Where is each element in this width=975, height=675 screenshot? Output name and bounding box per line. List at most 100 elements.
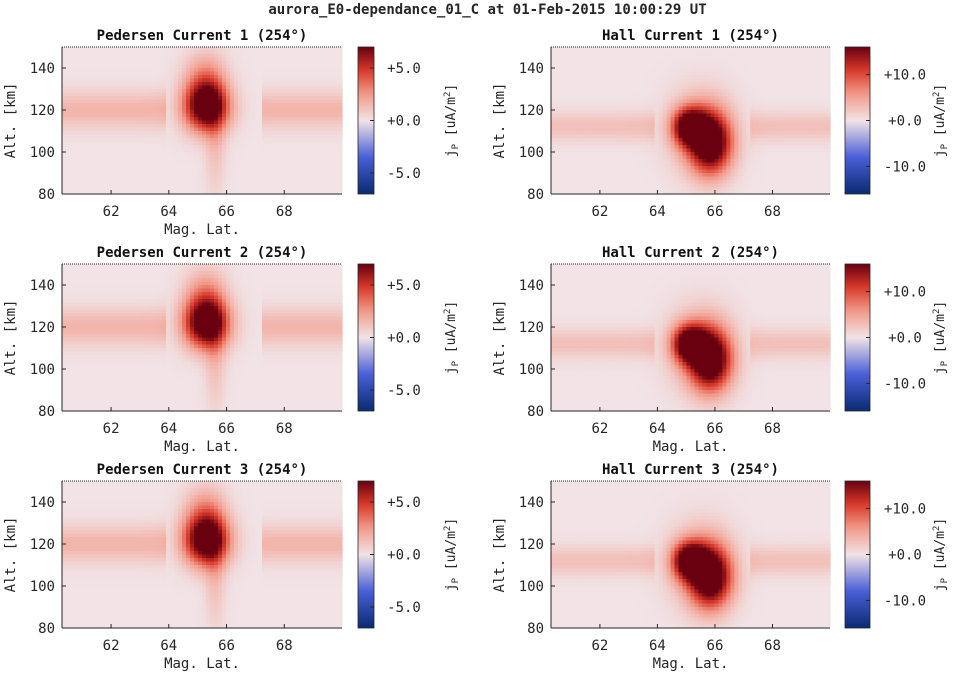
heatmap-cell xyxy=(170,124,175,129)
heatmap-cell xyxy=(290,110,295,115)
heatmap-cell xyxy=(762,96,767,101)
heatmap-cell xyxy=(794,92,799,97)
heatmap-cell xyxy=(122,92,127,97)
heatmap-cell xyxy=(94,148,99,153)
heatmap-cell xyxy=(130,68,135,73)
heatmap-cell xyxy=(66,103,71,108)
heatmap-cell xyxy=(198,103,203,108)
heatmap-cell xyxy=(118,131,123,136)
heatmap-cell xyxy=(338,71,343,76)
heatmap-cell xyxy=(302,169,307,174)
heatmap-cell xyxy=(174,141,179,146)
heatmap-cell xyxy=(118,134,123,139)
heatmap-cell xyxy=(686,82,692,87)
heatmap-cell xyxy=(94,85,99,90)
heatmap-cell xyxy=(826,106,831,111)
heatmap-cell xyxy=(618,124,624,129)
heatmap-cell xyxy=(710,134,716,139)
heatmap-cell xyxy=(278,47,283,52)
heatmap-cell xyxy=(606,113,612,118)
heatmap-cell xyxy=(294,68,299,73)
heatmap-cell xyxy=(78,78,83,83)
heatmap-cell xyxy=(210,131,215,136)
heatmap-cell xyxy=(790,134,795,139)
heatmap-cell xyxy=(814,124,819,129)
heatmap-cell xyxy=(322,134,327,139)
heatmap-cell xyxy=(118,82,123,87)
heatmap-cell xyxy=(62,183,67,188)
heatmap-cell xyxy=(754,103,759,108)
heatmap-cell xyxy=(98,68,103,73)
heatmap-cell xyxy=(246,75,251,80)
heatmap-cell xyxy=(270,138,275,143)
heatmap-cell xyxy=(202,92,207,97)
heatmap-cell xyxy=(242,176,247,181)
heatmap-cell xyxy=(238,166,243,171)
heatmap-cell xyxy=(90,148,95,153)
heatmap-cell xyxy=(582,54,588,59)
heatmap-cell xyxy=(630,50,636,55)
heatmap-cell xyxy=(310,117,315,122)
heatmap-cell xyxy=(206,75,211,80)
heatmap-cell xyxy=(106,173,111,178)
heatmap-cell xyxy=(90,99,95,104)
heatmap-cell xyxy=(162,78,167,83)
heatmap-cell xyxy=(554,99,560,104)
heatmap-cell xyxy=(182,187,187,192)
heatmap-cell xyxy=(770,110,775,115)
heatmap-cell xyxy=(326,173,331,178)
heatmap-cell xyxy=(154,78,159,83)
heatmap-cell xyxy=(74,96,79,101)
heatmap-cell xyxy=(734,117,739,122)
heatmap-cell xyxy=(322,117,327,122)
heatmap-cell xyxy=(666,134,672,139)
heatmap-cell xyxy=(674,113,680,118)
heatmap-cell xyxy=(570,54,576,59)
heatmap-cell xyxy=(802,141,807,146)
heatmap-cell xyxy=(218,113,223,118)
heatmap-cell xyxy=(551,92,556,97)
heatmap-cell xyxy=(62,54,67,59)
heatmap-cell xyxy=(274,92,279,97)
heatmap-cell xyxy=(310,75,315,80)
heatmap-cell xyxy=(802,134,807,139)
heatmap-cell xyxy=(610,96,616,101)
heatmap-cell xyxy=(730,110,735,115)
heatmap-cell xyxy=(714,106,719,111)
heatmap-cell xyxy=(150,159,155,164)
heatmap-cell xyxy=(754,92,759,97)
heatmap-cell xyxy=(234,138,239,143)
heatmap-cell xyxy=(630,106,636,111)
heatmap-cell xyxy=(158,82,163,87)
heatmap-cell xyxy=(134,113,139,118)
heatmap-cell xyxy=(150,64,155,69)
heatmap-cell xyxy=(690,106,696,111)
heatmap-cell xyxy=(90,162,95,167)
heatmap-cell xyxy=(806,82,811,87)
heatmap-cell xyxy=(134,106,139,111)
heatmap-cell xyxy=(678,64,684,69)
heatmap-cell xyxy=(234,61,239,66)
heatmap-cell xyxy=(214,155,219,160)
heatmap-cell xyxy=(234,190,239,195)
heatmap-cell xyxy=(551,89,556,94)
heatmap-cell xyxy=(262,120,267,125)
heatmap-cell xyxy=(662,54,668,59)
heatmap-cell xyxy=(254,78,259,83)
heatmap-cell xyxy=(90,110,95,115)
heatmap-cell xyxy=(551,78,556,83)
heatmap-cell xyxy=(618,82,624,87)
heatmap-cell xyxy=(582,117,588,122)
heatmap-cell xyxy=(794,145,799,150)
heatmap-cell xyxy=(138,54,143,59)
heatmap-cell xyxy=(314,141,319,146)
heatmap-cell xyxy=(282,169,287,174)
heatmap-cell xyxy=(290,68,295,73)
heatmap-cell xyxy=(246,162,251,167)
heatmap-cell xyxy=(282,78,287,83)
heatmap-cell xyxy=(551,113,556,118)
heatmap-cell xyxy=(210,145,215,150)
heatmap-cell xyxy=(226,148,231,153)
heatmap-cell xyxy=(78,50,83,55)
heatmap-cell xyxy=(78,159,83,164)
